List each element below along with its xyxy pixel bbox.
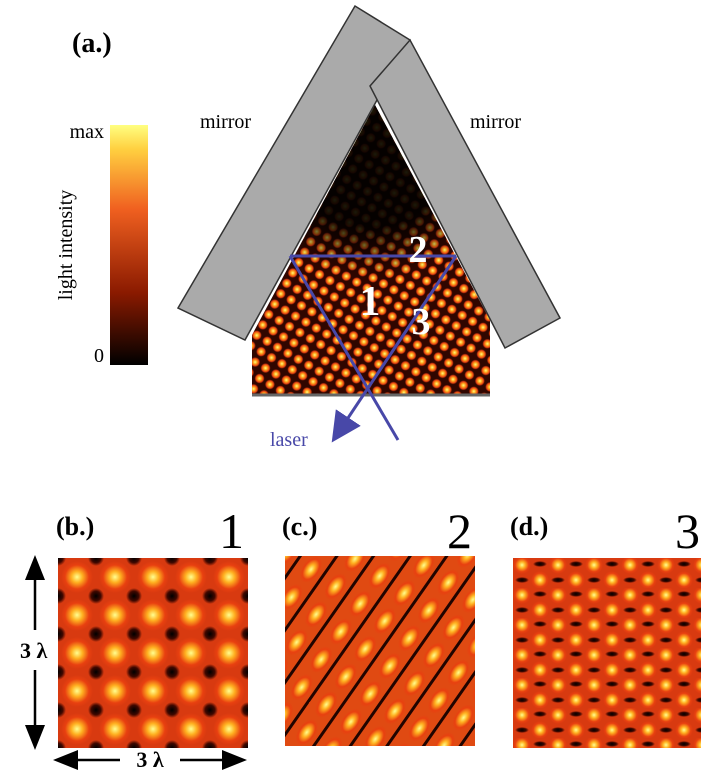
mirror-label: mirror xyxy=(470,111,521,133)
scale-label: 3 λ xyxy=(136,747,164,772)
laser-label: laser xyxy=(270,429,308,451)
pattern-panel xyxy=(513,558,701,748)
colorbar-title: light intensity xyxy=(55,190,77,301)
pattern-panel xyxy=(285,556,475,746)
panel-label: (c.) xyxy=(282,512,317,541)
colorbar-min: 0 xyxy=(94,345,104,367)
panel-label: (b.) xyxy=(56,512,94,541)
panel-label: (a.) xyxy=(72,28,112,59)
point-label: 2 xyxy=(409,229,428,271)
point-label: 1 xyxy=(360,279,381,325)
pattern-panel xyxy=(58,558,248,748)
figure: (a.) max 0 light intensity mirror mirror… xyxy=(0,0,701,773)
colorbar xyxy=(110,125,148,365)
panel-number: 3 xyxy=(675,503,700,559)
colorbar-max: max xyxy=(70,121,104,143)
mirror-label: mirror xyxy=(200,111,251,133)
panel-number: 1 xyxy=(219,503,244,559)
scale-label: 3 λ xyxy=(20,638,48,663)
panel-number: 2 xyxy=(447,503,472,559)
panel-label: (d.) xyxy=(510,512,548,541)
point-label: 3 xyxy=(412,301,431,343)
